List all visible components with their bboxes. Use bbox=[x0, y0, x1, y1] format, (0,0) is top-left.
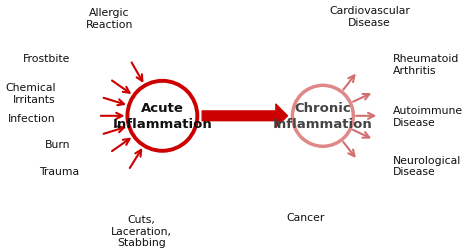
Text: Cardiovascular
Disease: Cardiovascular Disease bbox=[329, 6, 410, 27]
Text: Frostbite: Frostbite bbox=[23, 54, 70, 64]
Text: Allergic
Reaction: Allergic Reaction bbox=[86, 8, 133, 30]
Text: Rheumatoid
Arthritis: Rheumatoid Arthritis bbox=[392, 54, 459, 75]
Text: Trauma: Trauma bbox=[38, 167, 79, 176]
Text: Infection: Infection bbox=[8, 114, 56, 123]
Text: Cuts,
Laceration,
Stabbing: Cuts, Laceration, Stabbing bbox=[111, 214, 172, 247]
Text: Autoimmune
Disease: Autoimmune Disease bbox=[392, 106, 463, 127]
Text: Chemical
Irritants: Chemical Irritants bbox=[5, 83, 56, 105]
Text: Neurological
Disease: Neurological Disease bbox=[392, 155, 461, 177]
Text: Chronic
Inflammation: Chronic Inflammation bbox=[273, 102, 373, 131]
Text: Acute
Inflammation: Acute Inflammation bbox=[112, 102, 212, 131]
Text: Burn: Burn bbox=[45, 139, 70, 149]
Text: Cancer: Cancer bbox=[287, 212, 325, 222]
